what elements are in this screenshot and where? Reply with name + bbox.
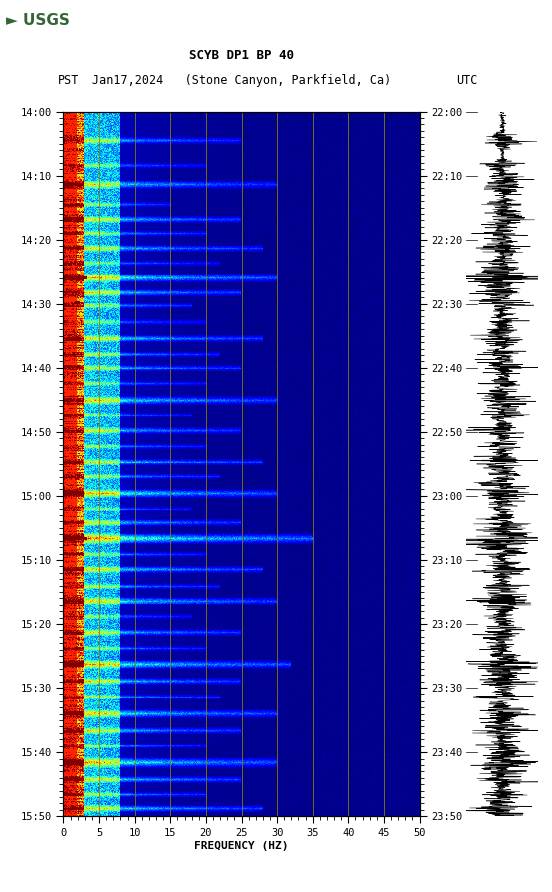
Text: ► USGS: ► USGS [6, 13, 70, 29]
Text: SCYB DP1 BP 40: SCYB DP1 BP 40 [189, 49, 294, 62]
Text: UTC: UTC [456, 73, 477, 87]
X-axis label: FREQUENCY (HZ): FREQUENCY (HZ) [194, 841, 289, 851]
Text: Jan17,2024   (Stone Canyon, Parkfield, Ca): Jan17,2024 (Stone Canyon, Parkfield, Ca) [92, 73, 391, 87]
Text: PST: PST [58, 73, 79, 87]
